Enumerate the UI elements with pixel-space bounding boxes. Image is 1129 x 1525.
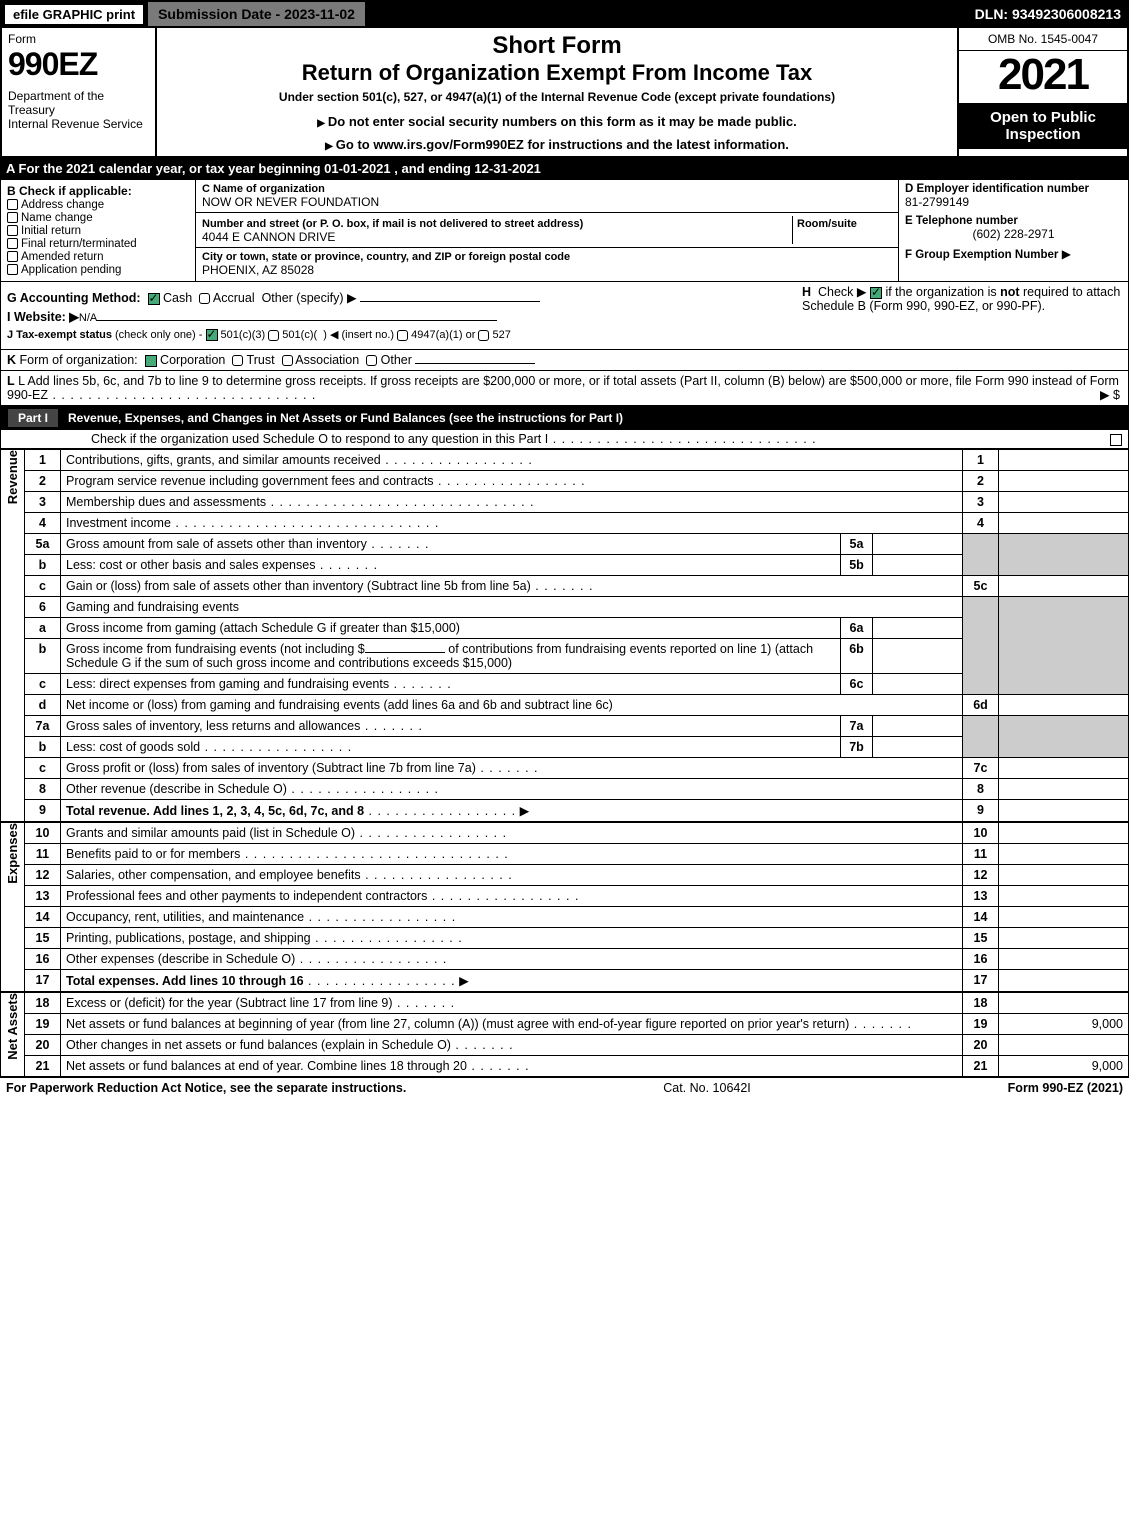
bottom-bar: For Paperwork Reduction Act Notice, see … bbox=[0, 1077, 1129, 1098]
b-heading: B Check if applicable: bbox=[7, 184, 189, 198]
net-assets-section: Net Assets 18Excess or (deficit) for the… bbox=[0, 992, 1129, 1077]
group-label: F Group Exemption Number bbox=[905, 249, 1058, 261]
room-label: Room/suite bbox=[797, 218, 857, 230]
chk-address-change[interactable]: Address change bbox=[7, 199, 189, 211]
form-header: Form 990EZ Department of the Treasury In… bbox=[0, 28, 1129, 158]
form-title: Return of Organization Exempt From Incom… bbox=[165, 60, 949, 86]
paperwork-notice: For Paperwork Reduction Act Notice, see … bbox=[6, 1081, 406, 1095]
chk-corp[interactable] bbox=[145, 355, 157, 367]
chk-initial-return[interactable]: Initial return bbox=[7, 225, 189, 237]
efile-print-button[interactable]: efile GRAPHIC print bbox=[4, 4, 144, 25]
org-name-label: C Name of organization bbox=[202, 183, 892, 195]
h-check: H Check ▶ if the organization is not req… bbox=[802, 284, 1122, 313]
ssn-note: Do not enter social security numbers on … bbox=[165, 114, 949, 129]
form-header-right: OMB No. 1545-0047 2021 Open to Public In… bbox=[957, 28, 1127, 156]
row-l: L L Add lines 5b, 6c, and 7b to line 9 t… bbox=[0, 371, 1129, 406]
chk-assoc[interactable] bbox=[282, 355, 293, 366]
under-section: Under section 501(c), 527, or 4947(a)(1)… bbox=[165, 90, 949, 104]
side-expenses: Expenses bbox=[5, 823, 20, 884]
column-c: C Name of organization NOW OR NEVER FOUN… bbox=[196, 180, 898, 281]
chk-application-pending[interactable]: Application pending bbox=[7, 264, 189, 276]
row-a: A For the 2021 calendar year, or tax yea… bbox=[0, 158, 1129, 179]
dln: DLN: 93492306008213 bbox=[975, 6, 1129, 22]
chk-501c[interactable] bbox=[268, 330, 279, 341]
form-number: 990EZ bbox=[8, 46, 149, 83]
j-tax-exempt: J Tax-exempt status (check only one) - 5… bbox=[7, 328, 1122, 341]
form-footer: Form 990-EZ (2021) bbox=[1008, 1081, 1123, 1095]
street-label: Number and street (or P. O. box, if mail… bbox=[202, 218, 583, 230]
chk-trust[interactable] bbox=[232, 355, 243, 366]
part1-sub: Check if the organization used Schedule … bbox=[0, 430, 1129, 449]
part1-bar: Part I Revenue, Expenses, and Changes in… bbox=[0, 406, 1129, 430]
street: 4044 E CANNON DRIVE bbox=[202, 230, 792, 244]
chk-name-change[interactable]: Name change bbox=[7, 212, 189, 224]
part1-label: Part I bbox=[8, 409, 58, 427]
tel-label: E Telephone number bbox=[905, 215, 1122, 227]
chk-other-org[interactable] bbox=[366, 355, 377, 366]
column-d-e-f: D Employer identification number 81-2799… bbox=[898, 180, 1128, 281]
amt-19: 9,000 bbox=[999, 1014, 1129, 1035]
department: Department of the Treasury Internal Reve… bbox=[8, 89, 149, 131]
city: PHOENIX, AZ 85028 bbox=[202, 263, 892, 277]
column-b: B Check if applicable: Address change Na… bbox=[1, 180, 196, 281]
telephone: (602) 228-2971 bbox=[905, 227, 1122, 241]
short-form-label: Short Form bbox=[165, 32, 949, 60]
chk-accrual[interactable] bbox=[199, 293, 210, 304]
chk-final-return[interactable]: Final return/terminated bbox=[7, 238, 189, 250]
l-amount: ▶ $ bbox=[1100, 387, 1120, 402]
form-word: Form bbox=[8, 32, 149, 46]
section-g-h-i-j: H Check ▶ if the organization is not req… bbox=[0, 282, 1129, 350]
form-header-center: Short Form Return of Organization Exempt… bbox=[157, 28, 957, 156]
org-name: NOW OR NEVER FOUNDATION bbox=[202, 195, 892, 209]
open-to-public: Open to Public Inspection bbox=[959, 103, 1127, 149]
chk-527[interactable] bbox=[478, 330, 489, 341]
chk-amended-return[interactable]: Amended return bbox=[7, 251, 189, 263]
omb-number: OMB No. 1545-0047 bbox=[959, 28, 1127, 51]
expenses-section: Expenses 10Grants and similar amounts pa… bbox=[0, 822, 1129, 992]
side-revenue: Revenue bbox=[5, 450, 20, 504]
group-arrow: ▶ bbox=[1062, 247, 1071, 261]
submission-date: Submission Date - 2023-11-02 bbox=[148, 2, 365, 26]
chk-cash[interactable] bbox=[148, 293, 160, 305]
section-b-to-f: B Check if applicable: Address change Na… bbox=[0, 179, 1129, 282]
ein: 81-2799149 bbox=[905, 195, 1122, 209]
part1-title: Revenue, Expenses, and Changes in Net As… bbox=[68, 411, 623, 425]
chk-4947[interactable] bbox=[397, 330, 408, 341]
side-net-assets: Net Assets bbox=[5, 993, 20, 1060]
row-k: K Form of organization: Corporation Trus… bbox=[0, 350, 1129, 371]
cat-no: Cat. No. 10642I bbox=[406, 1081, 1007, 1095]
city-label: City or town, state or province, country… bbox=[202, 251, 892, 263]
part1-checkbox[interactable] bbox=[1110, 434, 1122, 446]
form-header-left: Form 990EZ Department of the Treasury In… bbox=[2, 28, 157, 156]
topbar: efile GRAPHIC print Submission Date - 20… bbox=[0, 0, 1129, 28]
goto-link[interactable]: Go to www.irs.gov/Form990EZ for instruct… bbox=[165, 137, 949, 152]
amt-21: 9,000 bbox=[999, 1056, 1129, 1077]
tax-year: 2021 bbox=[959, 51, 1127, 103]
revenue-section: Revenue 1Contributions, gifts, grants, a… bbox=[0, 449, 1129, 822]
ein-label: D Employer identification number bbox=[905, 183, 1122, 195]
h-checkbox[interactable] bbox=[870, 287, 882, 299]
chk-501c3[interactable] bbox=[206, 329, 218, 341]
